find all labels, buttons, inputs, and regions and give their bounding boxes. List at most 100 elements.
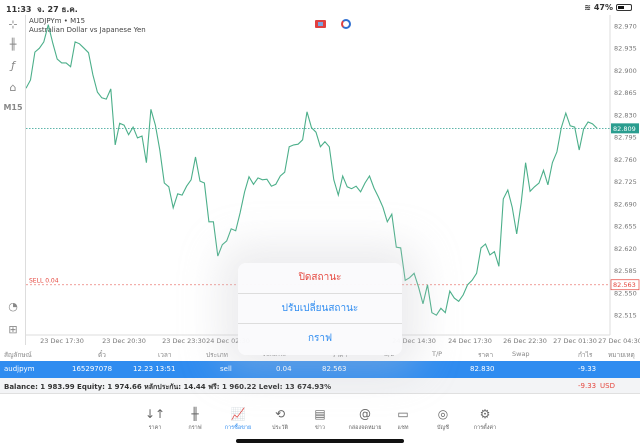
tab-label: ประวัติ bbox=[271, 425, 289, 431]
column-header[interactable]: Swap bbox=[512, 350, 530, 358]
status-bar: 11:33 จ. 27 ธ.ค. ≋ 47% bbox=[0, 0, 640, 15]
column-header[interactable]: ตั๋ว bbox=[98, 351, 106, 359]
tab-label: แชท bbox=[397, 425, 409, 431]
y-tick-label: 82.830 bbox=[614, 111, 637, 119]
y-tick-label: 82.515 bbox=[614, 312, 637, 320]
tab-label: กราฟ bbox=[188, 425, 202, 431]
tab-item[interactable]: ╫ กราฟ bbox=[173, 406, 217, 432]
sell-order-label: SELL 0.04 bbox=[29, 278, 59, 285]
x-tick-label: 24 Dec 02:30 bbox=[206, 337, 250, 345]
chart-button[interactable]: กราฟ bbox=[307, 333, 333, 345]
x-tick-label: 27 Dec 04:30 bbox=[598, 337, 640, 345]
x-tick-label: 27 Dec 01:30 bbox=[553, 337, 597, 345]
candlestick-icon[interactable]: ╫ bbox=[9, 38, 17, 51]
cell-type: sell bbox=[220, 365, 232, 373]
tab-icon: ◎ bbox=[437, 407, 449, 421]
home-indicator bbox=[236, 439, 404, 443]
cell-current-price: 82.830 bbox=[470, 365, 495, 373]
cell-volume: 0.04 bbox=[276, 365, 292, 373]
total-profit: -9.33 bbox=[578, 382, 597, 390]
table-row[interactable]: audjpym 165297078 12.23 13:51 sell 0.04 … bbox=[0, 361, 640, 378]
y-tick-label: 82.795 bbox=[614, 134, 637, 142]
close-position-button[interactable]: ปิดสถานะ bbox=[238, 263, 402, 294]
tab-icon: 📈 bbox=[230, 407, 246, 421]
chart-symbol: AUDJPYm • M15 bbox=[29, 17, 86, 25]
column-header[interactable]: สัญลักษณ์ bbox=[4, 351, 32, 359]
tab-icon: ⚙ bbox=[479, 407, 491, 421]
tab-icon: ╫ bbox=[191, 407, 199, 421]
chart-description: Australian Dollar vs Japanese Yen bbox=[29, 26, 146, 34]
column-header[interactable]: ราคา bbox=[478, 351, 494, 359]
chart-canvas: 82.970 82.935 82.900 82.865 82.830 82.795 82.7… bbox=[26, 15, 640, 336]
balance-bar: Balance: 1 983.99 Equity: 1 974.66 หลักป… bbox=[0, 378, 640, 394]
timeframe-button[interactable]: M15 bbox=[3, 103, 23, 112]
tab-item[interactable]: ▤ ข่าว bbox=[298, 406, 342, 432]
price-chart[interactable]: AUDJPYm • M15 Australian Dollar vs Japan… bbox=[26, 15, 640, 345]
y-tick-label: 82.620 bbox=[614, 245, 637, 253]
column-header[interactable]: T/P bbox=[432, 350, 443, 358]
tab-item[interactable]: ⚙ การตั้งค่า bbox=[463, 406, 507, 432]
cell-profit: -9.33 bbox=[578, 365, 597, 373]
one-click-trading-icon[interactable] bbox=[315, 20, 326, 28]
current-price-tag bbox=[611, 123, 639, 134]
price-line bbox=[26, 24, 598, 316]
y-tick-label: 82.865 bbox=[614, 89, 637, 97]
wifi-icon: ≋ bbox=[584, 3, 591, 12]
y-tick-label: 82.970 bbox=[614, 23, 637, 31]
order-price-label: 82.563 bbox=[613, 281, 636, 289]
chart-search-icon[interactable]: ◔ bbox=[8, 300, 18, 313]
tab-icon: ⟲ bbox=[274, 407, 286, 421]
tab-icon: ↓↑ bbox=[144, 407, 166, 421]
y-tick-label: 82.655 bbox=[614, 223, 637, 231]
x-tick-label: 24 Dec 17:30 bbox=[448, 337, 492, 345]
depth-of-market-icon[interactable] bbox=[341, 19, 351, 29]
cell-ticket: 165297078 bbox=[72, 365, 113, 373]
x-tick-label: 23 Dec 20:30 bbox=[102, 337, 146, 345]
tab-item[interactable]: ◎ บัญชี bbox=[421, 406, 465, 432]
column-header[interactable]: เวลา bbox=[158, 351, 172, 359]
currency: USD bbox=[600, 382, 615, 390]
indicator-f-icon[interactable]: ƒ bbox=[11, 59, 15, 72]
x-tick-label: 24 Dec 14:30 bbox=[392, 337, 436, 345]
y-tick-label: 82.935 bbox=[614, 45, 637, 53]
column-header[interactable]: ราคา bbox=[332, 351, 348, 359]
tab-label: ราคา bbox=[148, 425, 162, 431]
tab-item[interactable]: ▭ แชท bbox=[381, 406, 425, 432]
y-tick-label: 82.550 bbox=[614, 289, 637, 297]
cell-time: 12.23 13:51 bbox=[133, 365, 176, 373]
x-tick-label: 26 Dec 22:30 bbox=[503, 337, 547, 345]
y-tick-label: 82.760 bbox=[614, 156, 637, 164]
battery-icon bbox=[616, 4, 632, 11]
chart-toolbar: ⊹ ╫ ƒ ⌂ M15 ◔ ⊞ bbox=[0, 15, 26, 345]
y-tick-label: 82.690 bbox=[614, 200, 637, 208]
tab-item[interactable]: 📈 การซื้อขาย bbox=[216, 406, 260, 432]
tab-icon: ▤ bbox=[314, 407, 326, 421]
tab-label: ข่าว bbox=[315, 425, 325, 431]
tab-item[interactable]: ⟲ ประวัติ bbox=[258, 406, 302, 432]
tab-label: การซื้อขาย bbox=[224, 425, 252, 431]
x-tick-label: 23 Dec 23:30 bbox=[162, 337, 206, 345]
tab-label: กล่องจดหมาย bbox=[348, 425, 382, 431]
y-tick-label: 82.725 bbox=[614, 178, 637, 186]
column-header[interactable]: หมายเหตุ bbox=[608, 351, 635, 359]
column-header[interactable]: ประเภท bbox=[206, 351, 228, 359]
crosshair-icon[interactable]: ⊹ bbox=[8, 18, 18, 31]
status-time: 11:33 bbox=[6, 5, 32, 14]
battery-percent: 47% bbox=[593, 3, 613, 12]
x-tick-label: 23 Dec 17:30 bbox=[40, 337, 84, 345]
cell-symbol: audjpym bbox=[4, 365, 35, 373]
bottom-tab-bar: ↓↑ ราคา ╫ กราฟ 📈 การซื้อขาย ⟲ ประวัติ ▤ ข่าว @ กล่อ… bbox=[0, 400, 640, 434]
tab-item[interactable]: @ กล่องจดหมาย bbox=[343, 406, 387, 432]
status-date: จ. 27 ธ.ค. bbox=[37, 5, 78, 14]
y-tick-label: 82.585 bbox=[614, 267, 637, 275]
tab-icon: ▭ bbox=[397, 407, 409, 421]
tab-item[interactable]: ↓↑ ราคา bbox=[133, 406, 177, 432]
objects-icon[interactable]: ⌂ bbox=[9, 81, 17, 94]
modify-position-button[interactable]: ปรับเปลี่ยนสถานะ bbox=[238, 294, 402, 325]
add-chart-icon[interactable]: ⊞ bbox=[8, 323, 18, 336]
cell-open-price: 82.563 bbox=[322, 365, 347, 373]
column-header[interactable]: กำไร bbox=[578, 351, 593, 359]
balance-text: Balance: 1 983.99 Equity: 1 974.66 หลักป… bbox=[4, 383, 332, 391]
y-tick-label: 82.900 bbox=[614, 67, 637, 75]
tab-icon: @ bbox=[359, 407, 371, 421]
